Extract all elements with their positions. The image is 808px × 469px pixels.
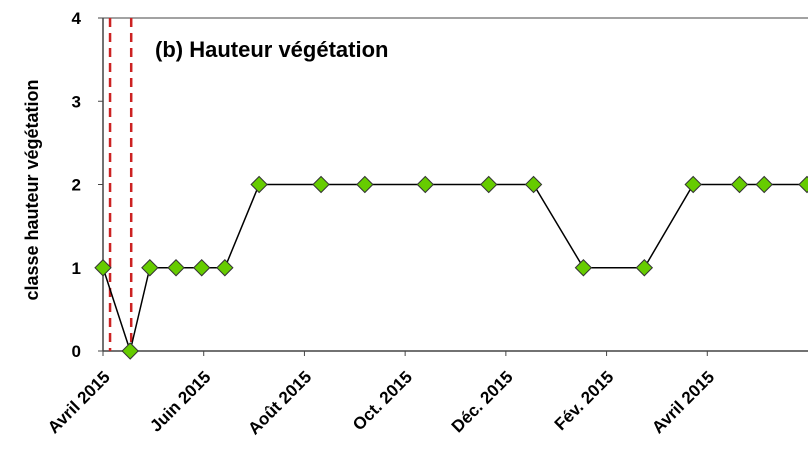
y-tick-label: 4: [72, 9, 82, 28]
data-point: [574, 259, 593, 277]
chart-title: (b) Hauteur végétation: [155, 37, 388, 62]
y-tick-label: 1: [72, 259, 81, 278]
data-point: [356, 175, 374, 194]
y-axis-label: classe hauteur végétation: [22, 79, 42, 300]
data-point: [192, 259, 211, 277]
data-point: [798, 175, 808, 194]
y-tick-label: 2: [72, 176, 81, 195]
x-tick-label: Déc. 2015: [448, 367, 517, 436]
y-tick-label: 0: [72, 342, 81, 361]
x-tick-label: Août 2015: [244, 367, 315, 438]
x-tick-label: Avril 2015: [44, 367, 114, 437]
data-point: [141, 259, 159, 277]
data-point: [730, 175, 749, 194]
data-point: [216, 259, 234, 277]
data-point: [684, 175, 702, 194]
data-point: [121, 342, 139, 360]
data-point: [480, 175, 498, 194]
x-tick-label: Oct. 2015: [349, 367, 416, 434]
data-point: [94, 259, 112, 277]
data-point: [312, 175, 330, 194]
data-point: [524, 175, 543, 194]
y-tick-label: 3: [72, 92, 81, 111]
data-point: [167, 259, 185, 277]
x-tick-label: Avril 2015: [648, 367, 718, 437]
data-point: [416, 175, 434, 194]
data-point: [755, 175, 773, 194]
x-tick-label: Fév. 2015: [551, 367, 618, 434]
x-tick-label: Juin 2015: [146, 367, 214, 435]
data-point: [635, 259, 654, 277]
data-point: [250, 175, 268, 194]
